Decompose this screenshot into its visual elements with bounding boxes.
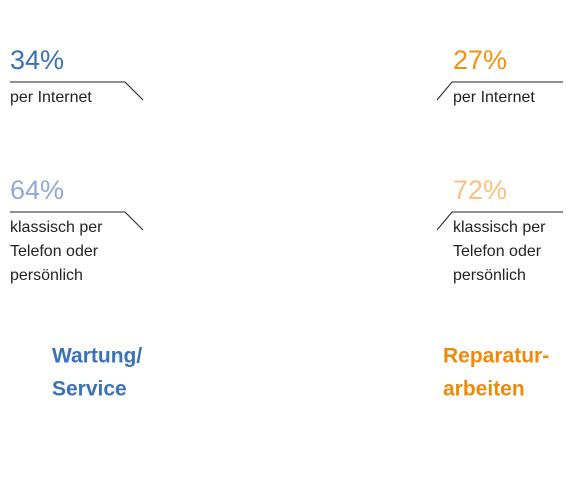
category-label: persönlich <box>10 267 83 284</box>
segment <box>135 10 295 170</box>
group-name: Service <box>52 378 127 401</box>
group-name: arbeiten <box>443 378 525 401</box>
category-label: per Internet <box>453 89 535 106</box>
category-label: Telefon oder <box>10 243 99 260</box>
person-figure <box>135 10 295 482</box>
group-name: Wartung/ <box>52 345 142 368</box>
value-label: 34% <box>10 45 64 75</box>
segment <box>135 180 295 482</box>
infographic: 34% per Internet 64% klassisch per Telefon o… <box>0 0 573 492</box>
category-label: per Internet <box>10 89 92 106</box>
segment <box>291 10 469 137</box>
value-label: 64% <box>10 175 64 205</box>
category-label: Telefon oder <box>453 243 542 260</box>
figure-base <box>291 10 469 482</box>
person-figure <box>291 10 469 482</box>
category-label: persönlich <box>453 267 526 284</box>
category-label: klassisch per <box>453 219 546 236</box>
category-label: klassisch per <box>10 219 103 236</box>
value-label: 72% <box>453 175 507 205</box>
segment <box>291 142 469 482</box>
group-name: Reparatur- <box>443 345 549 368</box>
value-label: 27% <box>453 45 507 75</box>
figure-base <box>135 10 295 482</box>
